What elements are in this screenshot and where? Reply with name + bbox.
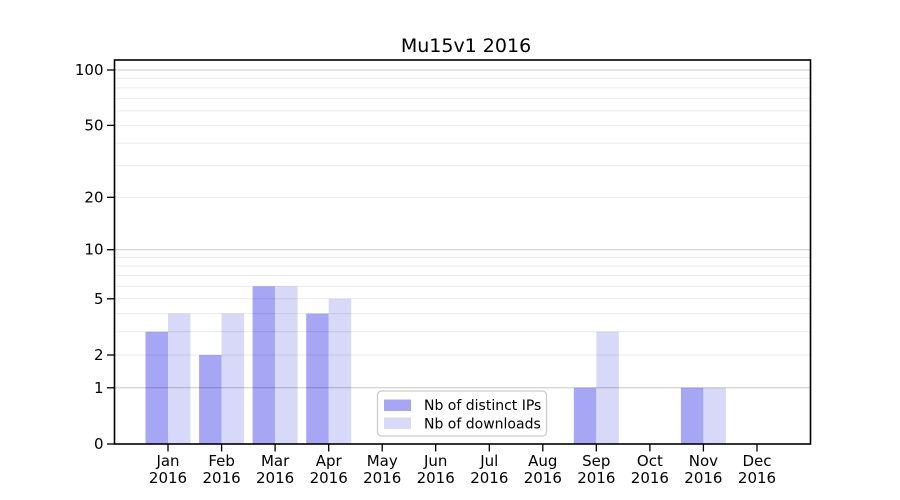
x-tick-label-month: Oct xyxy=(637,452,663,470)
x-tick-label-year: 2016 xyxy=(417,469,455,487)
y-tick-label: 0 xyxy=(94,435,104,453)
gridlines-layer xyxy=(114,69,811,389)
legend-label-downloads: Nb of downloads xyxy=(424,417,541,433)
x-tick-label-year: 2016 xyxy=(524,469,562,487)
bar-downloads-feb xyxy=(221,313,245,444)
x-tick-label-month: Aug xyxy=(528,452,557,470)
x-tick-label-month: Dec xyxy=(742,452,771,470)
chart-title: Mu15v1 2016 xyxy=(401,35,531,57)
bar-downloads-apr xyxy=(328,298,352,444)
y-tick-label: 1 xyxy=(94,379,104,397)
x-tick-label-month: Jan xyxy=(155,452,179,470)
x-tick-label-year: 2016 xyxy=(738,469,776,487)
legend-box xyxy=(376,390,548,437)
legend-swatch-downloads xyxy=(384,417,411,429)
bar-distinct-ips-sep xyxy=(573,387,597,444)
bar-downloads-mar xyxy=(275,286,298,444)
bar-downloads-sep xyxy=(596,331,619,444)
bar-distinct-ips-feb xyxy=(199,355,222,444)
x-tick-label-year: 2016 xyxy=(631,469,669,487)
x-tick-label-year: 2016 xyxy=(310,469,348,487)
x-tick-label-year: 2016 xyxy=(256,469,294,487)
legend-label-distinct-ips: Nb of distinct IPs xyxy=(424,398,541,414)
x-tick-label-year: 2016 xyxy=(203,469,241,487)
y-tick-label: 50 xyxy=(84,116,103,134)
x-tick-label-year: 2016 xyxy=(149,469,187,487)
x-tick-label-month: Jun xyxy=(423,452,447,470)
bar-distinct-ips-nov xyxy=(680,387,704,444)
legend: Nb of distinct IPs Nb of downloads xyxy=(376,390,548,437)
x-tick-label-month: Feb xyxy=(208,452,235,470)
y-axis: 0 1 2 5 10 20 50 100 xyxy=(75,61,115,453)
x-axis: Jan2016Feb2016Mar2016Apr2016May2016Jun20… xyxy=(149,444,776,487)
y-tick-label: 20 xyxy=(84,188,103,206)
plot-border xyxy=(113,59,812,445)
legend-swatch-distinct-ips xyxy=(384,399,411,411)
x-tick-label-year: 2016 xyxy=(577,469,615,487)
x-tick-label-month: Jul xyxy=(479,452,498,470)
x-tick-label-month: May xyxy=(367,452,398,470)
x-tick-label-year: 2016 xyxy=(470,469,508,487)
bar-downloads-nov xyxy=(703,387,726,444)
x-tick-label-month: Apr xyxy=(316,452,343,470)
x-tick-label-month: Nov xyxy=(689,452,718,470)
y-tick-label: 5 xyxy=(94,290,104,308)
bar-distinct-ips-jan xyxy=(145,331,168,444)
bar-downloads-jan xyxy=(168,313,191,444)
y-tick-label: 2 xyxy=(94,346,104,364)
y-tick-label: 10 xyxy=(84,241,103,259)
y-tick-label: 100 xyxy=(75,61,104,79)
x-tick-label-month: Mar xyxy=(261,452,290,470)
x-tick-label-month: Sep xyxy=(582,452,610,470)
bars-layer xyxy=(145,286,726,444)
bar-distinct-ips-apr xyxy=(306,313,329,444)
x-tick-label-year: 2016 xyxy=(684,469,722,487)
bar-distinct-ips-mar xyxy=(252,286,276,444)
x-tick-label-year: 2016 xyxy=(363,469,401,487)
